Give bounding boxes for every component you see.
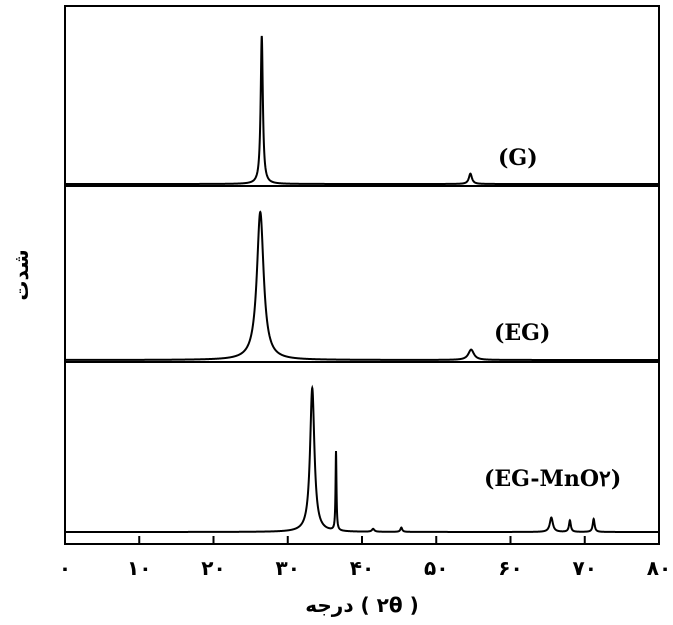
plot-frame	[64, 5, 660, 545]
y-axis-title: شدت	[9, 249, 33, 300]
series-labels: (G) (EG) (EG-MnO۲)	[484, 145, 621, 492]
x-tick-label: ۰	[59, 556, 71, 580]
series-line-2	[65, 210, 659, 361]
series-label-1: (G)	[498, 145, 538, 171]
x-tick-label: ۸۰	[647, 556, 671, 580]
series-line-1	[65, 35, 659, 185]
x-tick-label: ۴۰	[350, 556, 374, 580]
series-label-2: (EG)	[494, 320, 550, 346]
x-tick-label: ۱۰	[127, 556, 151, 580]
x-tick-label: ۷۰	[573, 556, 597, 580]
x-tick-label: ۲۰	[201, 556, 225, 580]
x-axis-title: درجه ( ۲θ )	[305, 593, 418, 617]
series-line-3	[65, 384, 659, 533]
x-tick-label: ۵۰	[424, 556, 448, 580]
series-group	[65, 35, 659, 533]
series-label-3: (EG-MnO۲)	[484, 466, 621, 492]
x-tick-label: ۳۰	[276, 556, 300, 580]
x-ticks: ۰ ۱۰ ۲۰ ۳۰ ۴۰ ۵۰ ۶۰ ۷۰ ۸۰	[59, 536, 671, 580]
x-tick-label: ۶۰	[498, 556, 522, 580]
